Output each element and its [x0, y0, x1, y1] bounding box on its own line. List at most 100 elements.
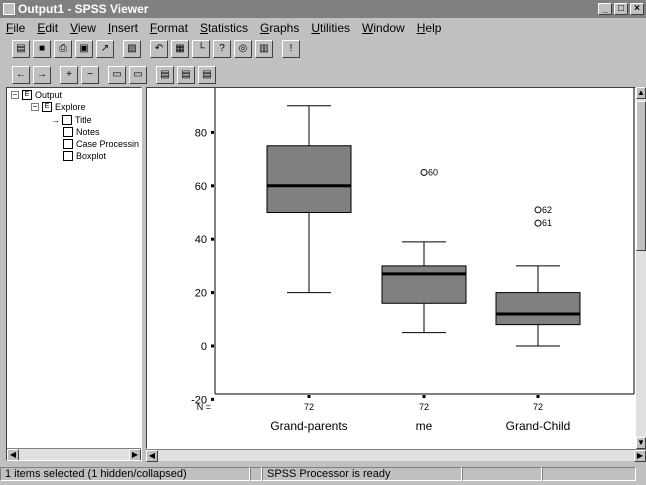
y-tick-label: 0: [201, 341, 207, 353]
outline-hscrollbar[interactable]: ◀ ▶: [7, 448, 141, 460]
goto-chart-icon[interactable]: └: [192, 40, 210, 58]
category-label: Grand-Child: [506, 419, 571, 433]
y-tick-mark: [211, 291, 214, 295]
tree-node-output[interactable]: − E Output: [11, 90, 62, 100]
outlier-point: [534, 219, 542, 227]
close-button[interactable]: ×: [630, 3, 644, 15]
menu-file[interactable]: File: [6, 21, 26, 35]
y-tick-mark: [211, 397, 214, 401]
designate-window-icon[interactable]: ▥: [255, 40, 273, 58]
goto-data-icon[interactable]: ▦: [171, 40, 189, 58]
menu-view[interactable]: View: [70, 21, 96, 35]
scroll-down-icon[interactable]: ▼: [636, 437, 646, 449]
demote-icon[interactable]: →: [33, 66, 51, 84]
tree-label: Case Processin: [76, 139, 140, 149]
tree-label: Notes: [76, 127, 100, 137]
hide-icon[interactable]: ▭: [129, 66, 147, 84]
tree-label: Boxplot: [76, 151, 107, 161]
menu-window[interactable]: Window: [362, 21, 405, 35]
maximize-button[interactable]: □: [614, 3, 628, 15]
print-icon[interactable]: ⎙: [54, 40, 72, 58]
collapse-icon[interactable]: −: [11, 90, 19, 99]
menu-help[interactable]: Help: [416, 21, 442, 35]
tree-label: Title: [75, 115, 92, 125]
promote-icon[interactable]: ←: [12, 66, 30, 84]
n-label: 72: [419, 402, 429, 412]
find-icon[interactable]: ◎: [234, 40, 252, 58]
menu-format[interactable]: Format: [149, 21, 188, 35]
outline-pane[interactable]: − E Output − E Explore → Title Notes Cas…: [6, 87, 142, 461]
export-icon[interactable]: ↗: [96, 40, 114, 58]
scroll-thumb[interactable]: [636, 101, 646, 251]
y-tick-label: -20: [191, 394, 207, 406]
n-label: 72: [304, 402, 314, 412]
undo-icon[interactable]: ↶: [150, 40, 168, 58]
tree-label: Output: [35, 90, 63, 100]
box-iqr: [381, 265, 467, 304]
tree-node-notes[interactable]: Notes: [63, 127, 100, 137]
menu-graphs[interactable]: Graphs: [259, 21, 300, 35]
tree-node-title[interactable]: → Title: [51, 115, 92, 125]
content-vscrollbar[interactable]: ▲ ▼: [636, 87, 646, 449]
menu-insert[interactable]: Insert: [107, 21, 138, 35]
standard-toolbar: ▤ ■ ⎙ ▣ ↗ ▧ ↶ ▦ └? ◎ ▥!: [0, 38, 646, 60]
y-tick-label: 80: [195, 127, 207, 139]
title-bar: Output1 - SPSS Viewer _ □ ×: [0, 0, 646, 18]
scroll-right-icon[interactable]: ▶: [129, 449, 141, 460]
n-label: 72: [533, 402, 543, 412]
variables-icon[interactable]: ?: [213, 40, 231, 58]
scroll-left-icon[interactable]: ◀: [146, 450, 158, 462]
document-icon: [62, 115, 72, 125]
help-icon[interactable]: !: [282, 40, 300, 58]
minimize-button[interactable]: _: [598, 3, 612, 15]
menu-utilities[interactable]: Utilities: [311, 21, 351, 35]
outline-toolbar: ← → + − ▭ ▭ ▤ ▤ ▤: [0, 64, 646, 86]
scroll-right-icon[interactable]: ▶: [634, 450, 646, 462]
open-icon[interactable]: ▤: [12, 40, 30, 58]
outlier-label: 60: [428, 167, 438, 177]
tree-node-explore[interactable]: − E Explore: [31, 102, 86, 112]
content-hscrollbar[interactable]: ◀ ▶: [146, 449, 646, 462]
insert-heading-icon[interactable]: ▤: [156, 66, 174, 84]
insert-text-icon[interactable]: ▤: [198, 66, 216, 84]
app-icon: [3, 3, 15, 15]
tree-node-case-processing[interactable]: Case Processin: [63, 139, 139, 149]
x-tick-mark: [422, 395, 426, 398]
scroll-up-icon[interactable]: ▲: [636, 87, 646, 99]
scroll-left-icon[interactable]: ◀: [7, 449, 19, 460]
menu-bar: File Edit View Insert Format Statistics …: [0, 19, 646, 37]
table-icon: [63, 139, 73, 149]
save-icon[interactable]: ■: [33, 40, 51, 58]
status-bar: 1 items selected (1 hidden/collapsed) SP…: [0, 465, 646, 483]
expand-icon[interactable]: +: [60, 66, 78, 84]
y-tick-label: 40: [195, 234, 207, 246]
y-tick-mark: [211, 344, 214, 348]
outlier-point: [534, 206, 542, 214]
print-preview-icon[interactable]: ▣: [75, 40, 93, 58]
outlier-label: 61: [542, 218, 552, 228]
tree-node-boxplot[interactable]: Boxplot: [63, 151, 106, 161]
content-pane[interactable]: -20 0 20 40 60 80 72 Grand-parents 72 me 72 Grand-C…: [146, 87, 636, 449]
y-tick-mark: [211, 184, 214, 188]
category-label: Grand-parents: [270, 419, 347, 433]
y-tick-label: 60: [195, 181, 207, 193]
insert-title-icon[interactable]: ▤: [177, 66, 195, 84]
y-tick-mark: [211, 237, 214, 241]
menu-statistics[interactable]: Statistics: [199, 21, 248, 35]
processor-icon: [250, 467, 262, 481]
collapse-icon[interactable]: −: [81, 66, 99, 84]
n-axis-label: N =: [197, 402, 211, 412]
chart-icon: [63, 151, 73, 161]
status-panel: [542, 467, 636, 481]
show-icon[interactable]: ▭: [108, 66, 126, 84]
outlier-point: [420, 168, 428, 176]
book-icon: E: [22, 90, 32, 100]
boxplot-chart[interactable]: -20 0 20 40 60 80 72 Grand-parents 72 me 72 Grand-C…: [147, 88, 635, 448]
collapse-icon[interactable]: −: [31, 102, 39, 111]
window-title: Output1 - SPSS Viewer: [18, 2, 149, 16]
status-selection: 1 items selected (1 hidden/collapsed): [0, 467, 250, 481]
y-tick-label: 20: [195, 288, 207, 300]
menu-edit[interactable]: Edit: [37, 21, 59, 35]
recall-dialog-icon[interactable]: ▧: [123, 40, 141, 58]
document-icon: [63, 127, 73, 137]
